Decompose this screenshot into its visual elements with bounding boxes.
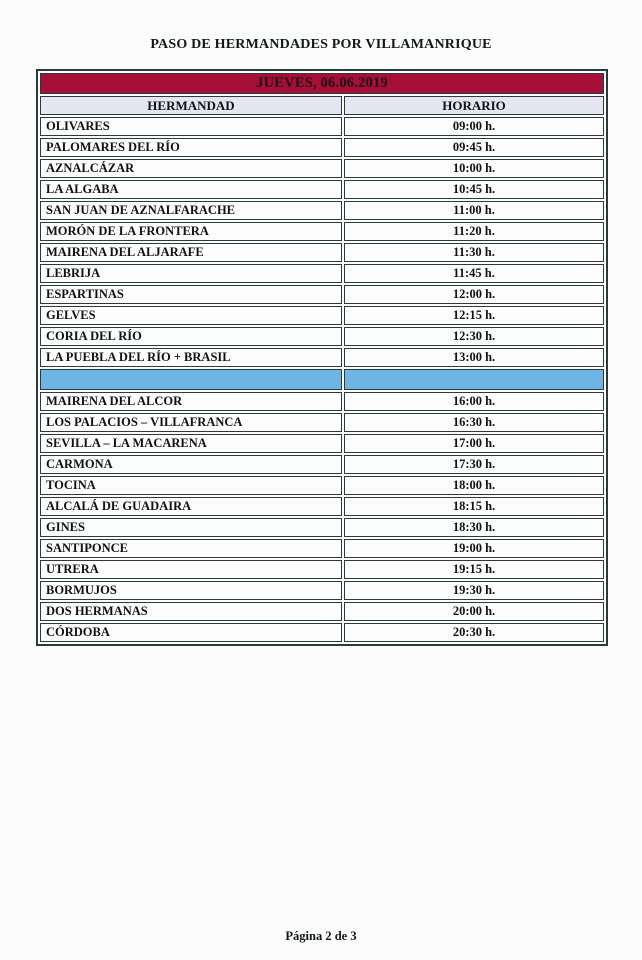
hermandad-cell: LOS PALACIOS – VILLAFRANCA [40,413,342,432]
table-row: GELVES 12:15 h. [40,306,605,325]
table-row: TOCINA 18:00 h. [40,476,605,495]
hermandad-cell: MAIRENA DEL ALJARAFE [40,243,342,262]
hermandad-cell: MAIRENA DEL ALCOR [40,392,342,411]
table-row: CARMONA 17:30 h. [40,455,605,474]
table-row: UTRERA 19:15 h. [40,560,605,579]
separator-row [40,369,605,390]
horario-cell: 20:00 h. [344,602,605,621]
hermandad-cell: AZNALCÁZAR [40,159,342,178]
horario-cell: 17:30 h. [344,455,605,474]
hermandad-cell: CARMONA [40,455,342,474]
page-number: Página 2 de 3 [285,929,357,943]
table-row: MAIRENA DEL ALJARAFE 11:30 h. [40,243,605,262]
separator-cell-right [344,369,605,390]
hermandad-cell: CORIA DEL RÍO [40,327,342,346]
horario-cell: 18:00 h. [344,476,605,495]
hermandad-cell: LA PUEBLA DEL RÍO + BRASIL [40,348,342,367]
table-row: SANTIPONCE 19:00 h. [40,539,605,558]
hermandad-cell: ESPARTINAS [40,285,342,304]
table-row: PALOMARES DEL RÍO 09:45 h. [40,138,605,157]
table-row: MORÓN DE LA FRONTERA 11:20 h. [40,222,605,241]
table-row: DOS HERMANAS 20:00 h. [40,602,605,621]
horario-cell: 19:00 h. [344,539,605,558]
horario-cell: 09:45 h. [344,138,605,157]
horario-cell: 20:30 h. [344,623,605,642]
date-banner-row: JUEVES, 06.06.2019 [40,73,605,94]
hermandad-cell: UTRERA [40,560,342,579]
table-row: ESPARTINAS 12:00 h. [40,285,605,304]
table-row: MAIRENA DEL ALCOR 16:00 h. [40,392,605,411]
column-header-hermandad: HERMANDAD [40,96,342,115]
separator-cell-left [40,369,342,390]
horario-cell: 17:00 h. [344,434,605,453]
hermandad-cell: MORÓN DE LA FRONTERA [40,222,342,241]
hermandad-cell: GINES [40,518,342,537]
horario-cell: 13:00 h. [344,348,605,367]
table-row: LOS PALACIOS – VILLAFRANCA 16:30 h. [40,413,605,432]
table-row: LA PUEBLA DEL RÍO + BRASIL 13:00 h. [40,348,605,367]
horario-cell: 11:00 h. [344,201,605,220]
hermandad-cell: SAN JUAN DE AZNALFARACHE [40,201,342,220]
hermandad-cell: SEVILLA – LA MACARENA [40,434,342,453]
hermandad-cell: SANTIPONCE [40,539,342,558]
horario-cell: 10:45 h. [344,180,605,199]
horario-cell: 11:30 h. [344,243,605,262]
hermandad-cell: OLIVARES [40,117,342,136]
table-row: LA ALGABA 10:45 h. [40,180,605,199]
table-row: CÓRDOBA 20:30 h. [40,623,605,642]
horario-cell: 12:15 h. [344,306,605,325]
table-row: GINES 18:30 h. [40,518,605,537]
table-row: BORMUJOS 19:30 h. [40,581,605,600]
date-banner: JUEVES, 06.06.2019 [40,73,605,94]
table-row: SAN JUAN DE AZNALFARACHE 11:00 h. [40,201,605,220]
horario-cell: 16:00 h. [344,392,605,411]
table-row: LEBRIJA 11:45 h. [40,264,605,283]
horario-cell: 12:30 h. [344,327,605,346]
horario-cell: 11:45 h. [344,264,605,283]
horario-cell: 18:15 h. [344,497,605,516]
horario-cell: 16:30 h. [344,413,605,432]
table-row: CORIA DEL RÍO 12:30 h. [40,327,605,346]
page-title: PASO DE HERMANDADES POR VILLAMANRIQUE [150,37,492,52]
horario-cell: 19:15 h. [344,560,605,579]
hermandad-cell: DOS HERMANAS [40,602,342,621]
horario-cell: 10:00 h. [344,159,605,178]
horario-cell: 12:00 h. [344,285,605,304]
horario-cell: 11:20 h. [344,222,605,241]
table-row: OLIVARES 09:00 h. [40,117,605,136]
horario-cell: 18:30 h. [344,518,605,537]
hermandad-cell: LA ALGABA [40,180,342,199]
horario-cell: 19:30 h. [344,581,605,600]
hermandad-cell: CÓRDOBA [40,623,342,642]
table-row: SEVILLA – LA MACARENA 17:00 h. [40,434,605,453]
table-row: ALCALÁ DE GUADAIRA 18:15 h. [40,497,605,516]
hermandad-cell: LEBRIJA [40,264,342,283]
hermandad-cell: TOCINA [40,476,342,495]
horario-cell: 09:00 h. [344,117,605,136]
column-header-horario: HORARIO [344,96,605,115]
header-row: HERMANDAD HORARIO [40,96,605,115]
hermandad-cell: GELVES [40,306,342,325]
hermandad-cell: PALOMARES DEL RÍO [40,138,342,157]
hermandad-cell: ALCALÁ DE GUADAIRA [40,497,342,516]
schedule-table: JUEVES, 06.06.2019 HERMANDAD HORARIO OLI… [36,69,609,646]
hermandad-cell: BORMUJOS [40,581,342,600]
table-row: AZNALCÁZAR 10:00 h. [40,159,605,178]
